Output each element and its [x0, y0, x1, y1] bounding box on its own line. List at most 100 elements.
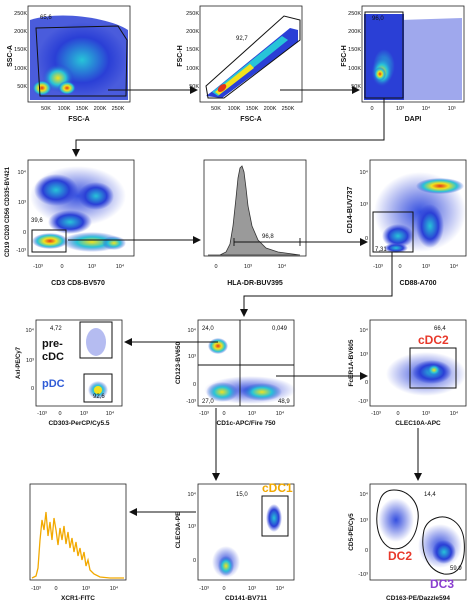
y-tick: 250K: [186, 11, 199, 17]
y-tick: 50K: [351, 84, 361, 90]
population-label-predc: cDC: [42, 351, 64, 363]
plot-fcer1a-clec10a: 66,4 cDC2 FcER1A-BV605 CLEC10A-APC 10⁴ 1…: [348, 319, 467, 427]
y-tick: 10⁴: [360, 491, 369, 498]
gate-polygon: [35, 25, 128, 97]
y-tick: -10³: [16, 248, 26, 254]
gate-polygon: [205, 15, 301, 99]
y-tick: 0: [31, 386, 34, 392]
gate-value: 15,0: [236, 492, 248, 498]
y-tick: 150K: [186, 47, 199, 53]
y-tick: 10³: [188, 354, 196, 360]
gate-value-predc: 4,72: [50, 326, 62, 332]
y-axis-label: FSC-H: [341, 45, 348, 66]
y-axis-label: FSC-H: [177, 45, 184, 66]
x-axis-label: CD303-PerCP/Cy5.5: [48, 420, 109, 427]
density-cloud: [378, 498, 462, 568]
gate-rect-pdc: [83, 373, 113, 403]
y-tick: 100K: [348, 66, 361, 72]
y-tick: 10³: [188, 524, 196, 530]
x-tick: 10⁴: [450, 410, 459, 417]
plot-frame: [29, 483, 127, 581]
y-axis-label: CD123-BV650: [175, 341, 182, 384]
plot-hladr-histogram: 96,8 HLA-DR-BUV395 0 10³ 10⁴: [203, 159, 307, 287]
population-label-predc: pre-: [42, 338, 63, 350]
density-cloud: [30, 166, 126, 252]
x-tick: 0: [222, 586, 225, 592]
population-label-pdc: pDC: [42, 378, 65, 390]
plot-ssc-fsc: 65,6 SSC-A FSC-A 250K 200K 150K 100K 50K…: [7, 5, 131, 123]
density-cloud: [386, 352, 466, 396]
x-tick: 10³: [422, 264, 430, 270]
x-tick: -10³: [199, 586, 209, 592]
x-tick: 0: [214, 264, 217, 270]
y-tick: 150K: [14, 47, 27, 53]
gate-value: 92,7: [236, 36, 248, 42]
y-tick: 10⁴: [26, 327, 35, 334]
gate-value: 39,6: [31, 218, 43, 224]
quadrant-value-ul: 24,0: [202, 326, 214, 332]
y-axis-label: CLEC9A-PE: [175, 511, 182, 549]
plot-cd14-cd88: 7,31 CD14-BUV737 CD88-A700 10⁴ 10³ 0 -10…: [347, 159, 467, 287]
gate-rect: [409, 347, 457, 389]
y-tick: 200K: [348, 29, 361, 35]
x-tick: 10⁴: [278, 263, 287, 270]
y-tick: 0: [365, 236, 368, 242]
y-tick: 10³: [360, 202, 368, 208]
y-tick: -10³: [186, 399, 196, 405]
x-tick: 0: [222, 411, 225, 417]
x-axis-label: CD88-A700: [400, 280, 437, 287]
y-tick: 50K: [189, 84, 199, 90]
gate-value-dc2: 14,4: [424, 492, 436, 498]
gate-value-dc3: 59,9: [450, 566, 462, 572]
y-tick: 0: [193, 382, 196, 388]
gate-value: 7,31: [375, 247, 387, 253]
y-tick: 250K: [348, 11, 361, 17]
y-tick: 50K: [17, 84, 27, 90]
x-tick: 10³: [80, 411, 88, 417]
y-axis-label: CD14-BUV737: [347, 187, 354, 234]
x-tick: 10⁵: [448, 105, 456, 112]
x-tick: 10³: [422, 411, 430, 417]
density-cloud: [206, 28, 298, 98]
x-axis-label: CLEC10A-APC: [395, 420, 441, 427]
x-tick: -10³: [373, 264, 383, 270]
y-tick: -10³: [358, 399, 368, 405]
population-label-dc2: DC2: [388, 549, 412, 563]
gate-value: 65,6: [40, 15, 52, 21]
y-axis-label: CD5-PE/Cy5: [348, 513, 355, 551]
arrow-p6-p8: [240, 252, 393, 317]
x-axis-label: FSC-A: [240, 116, 261, 123]
y-tick: 0: [365, 548, 368, 554]
plot-cd5-cd163: 14,4 59,9 DC2 DC3 CD5-PE/Cy5 CD163-PE/Da…: [348, 483, 467, 602]
gate-value: 96,8: [262, 234, 274, 240]
x-tick: 10⁴: [110, 585, 119, 592]
y-axis-label: Axl-PE/Cy7: [16, 346, 22, 379]
plot-axl-cd303: 4,72 92,6 pre- cDC pDC Axl-PE/Cy7 CD303-…: [16, 319, 123, 427]
y-tick: 0: [23, 230, 26, 236]
x-tick: 0: [396, 411, 399, 417]
x-tick: 0: [370, 106, 373, 112]
y-tick: 10³: [360, 352, 368, 358]
density-cloud: [374, 172, 466, 253]
plot-fsch-fsca: 92,7 FSC-H FSC-A 250K 200K 150K 100K 50K…: [177, 5, 303, 123]
quadrant-value-lr: 48,9: [278, 399, 290, 405]
gate-value: 96,0: [372, 16, 384, 22]
y-tick: 250K: [14, 11, 27, 17]
gate-value: 66,4: [434, 326, 446, 332]
y-tick: 10⁴: [18, 169, 27, 176]
plot-lineage: 39,6 CD19 CD20 CD56 CD335-BV421 CD3 CD8-…: [5, 159, 135, 287]
x-tick: -10³: [199, 411, 209, 417]
y-tick: 10³: [26, 358, 34, 364]
gate-value-pdc: 92,6: [93, 394, 105, 400]
x-tick: -10³: [31, 586, 41, 592]
density-cloud: [212, 504, 282, 578]
gate-rect-predc: [79, 321, 113, 359]
x-tick: 0: [60, 264, 63, 270]
x-tick: 10³: [88, 264, 96, 270]
plot-frame: [35, 319, 123, 407]
density-cloud: [364, 14, 462, 100]
gate-rect: [31, 229, 67, 253]
x-axis-label: FSC-A: [68, 116, 89, 123]
gate-rect: [261, 495, 289, 537]
